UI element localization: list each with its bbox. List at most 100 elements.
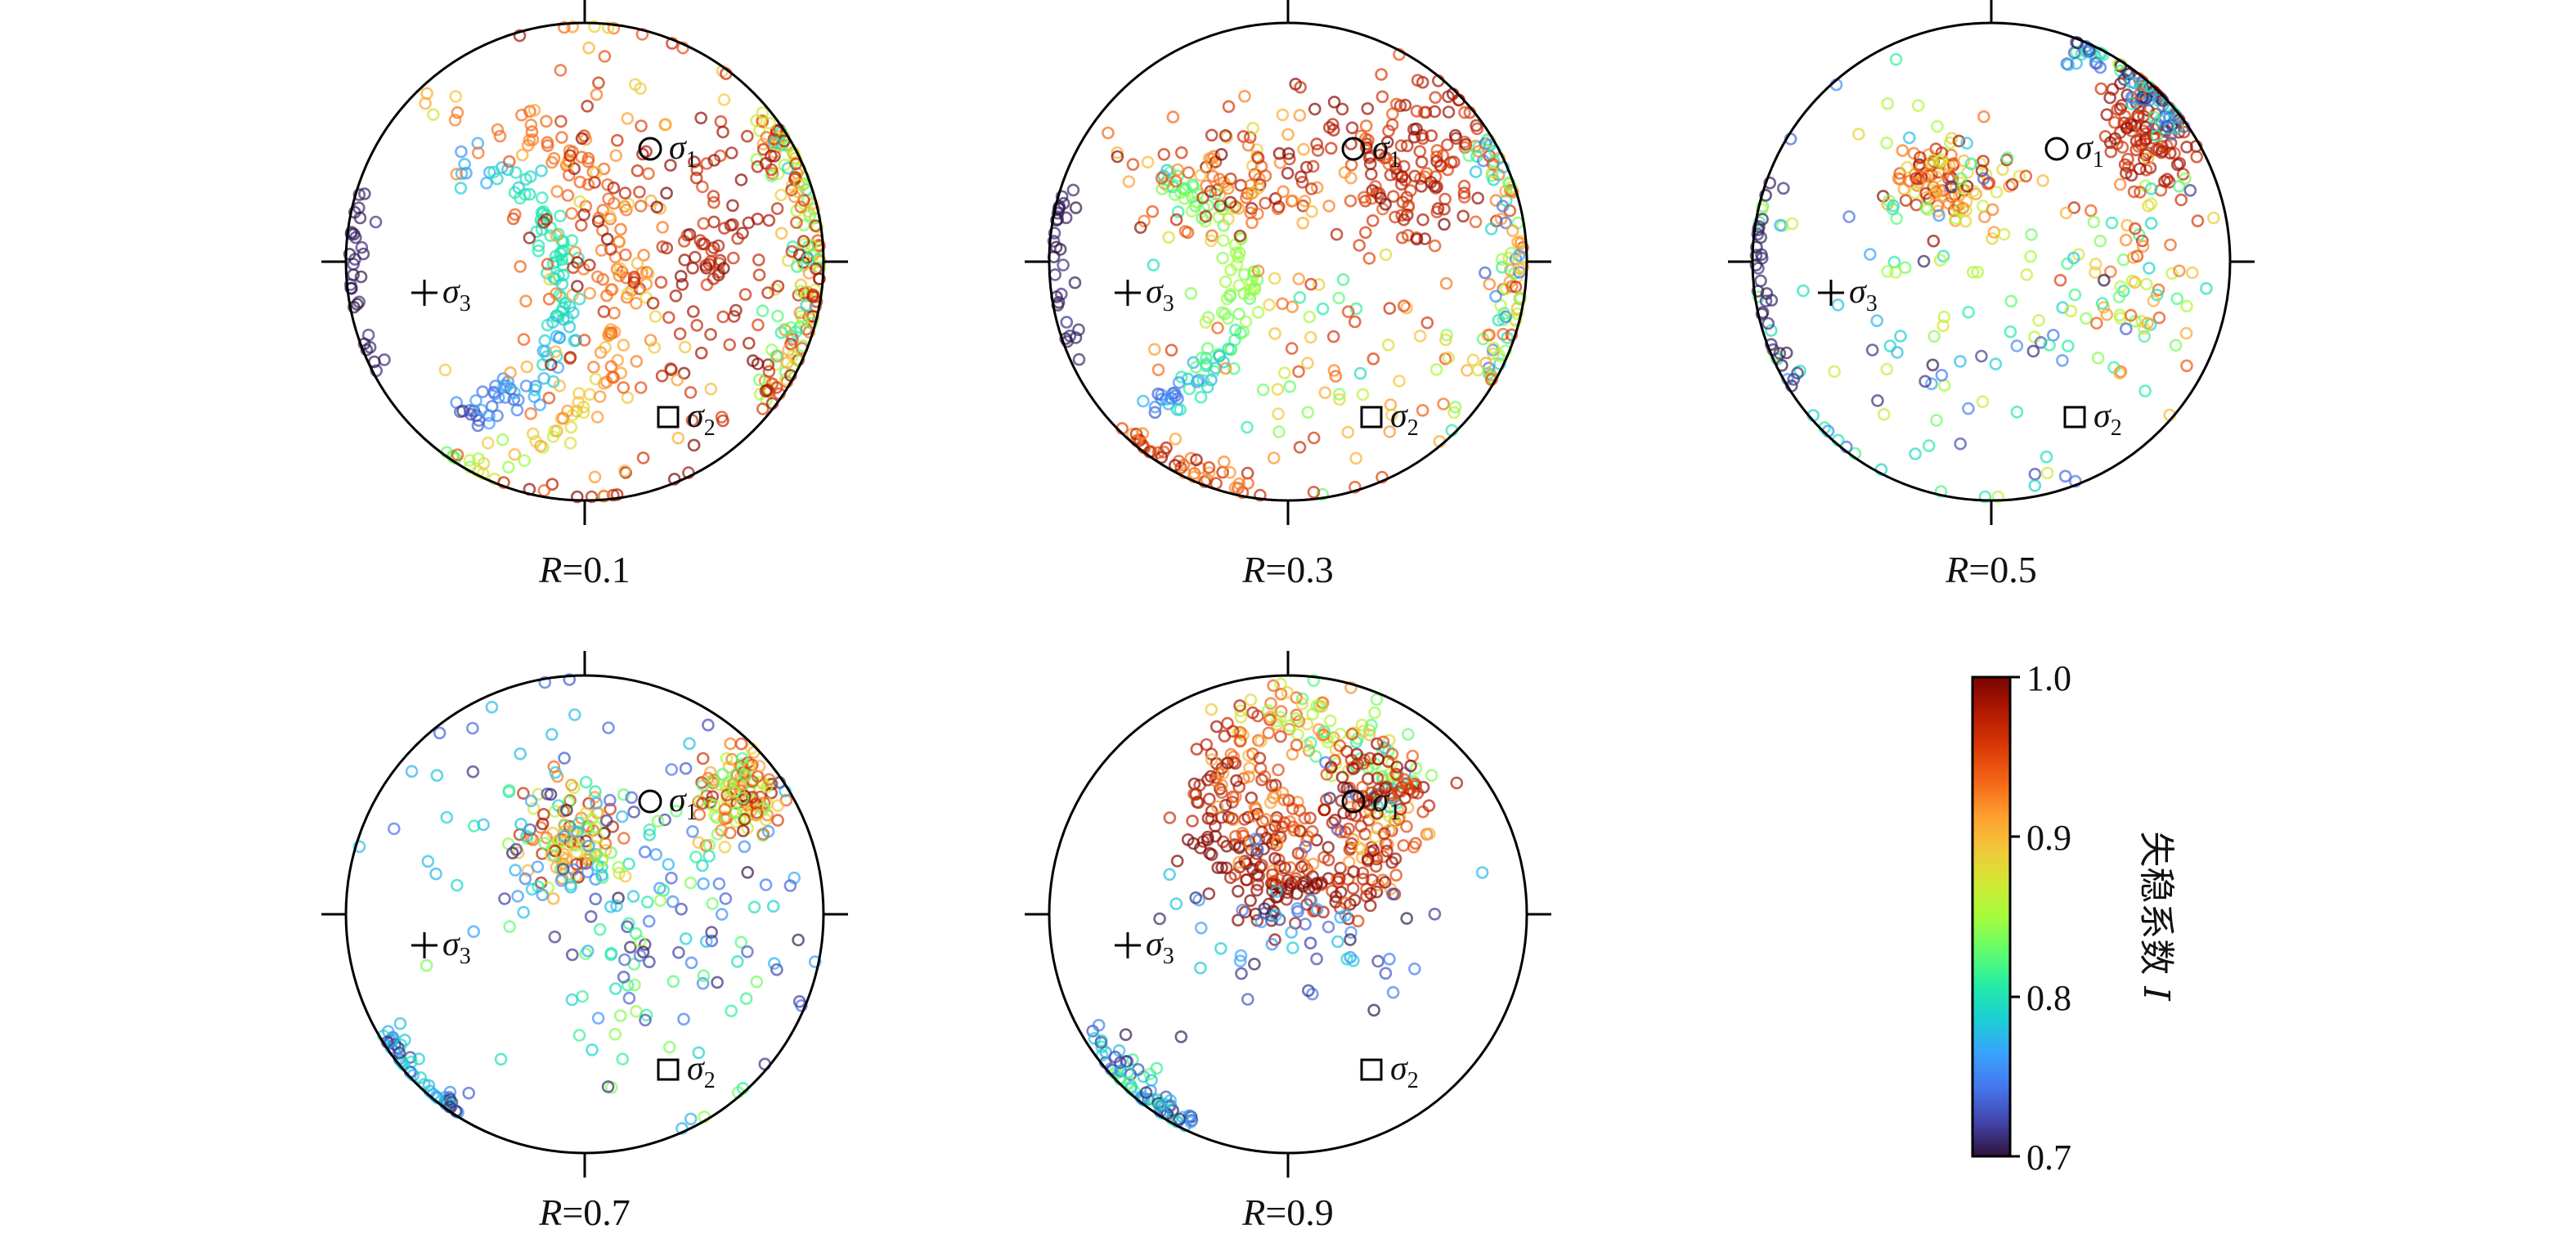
data-point	[636, 147, 649, 161]
data-point	[759, 384, 773, 397]
data-point	[1335, 102, 1349, 116]
data-point	[1430, 205, 1443, 218]
data-point	[515, 148, 529, 162]
data-point	[1238, 855, 1252, 868]
data-point	[1349, 315, 1362, 329]
data-point	[629, 296, 643, 310]
data-point	[1215, 861, 1228, 874]
data-point	[1215, 786, 1228, 799]
data-point	[571, 256, 584, 269]
data-point	[1251, 207, 1264, 221]
data-point	[685, 414, 699, 427]
data-point	[2025, 228, 2038, 241]
data-point	[440, 810, 454, 824]
data-point	[1293, 441, 1307, 454]
data-point	[1069, 201, 1083, 214]
data-point	[1418, 232, 1432, 245]
data-point	[2180, 359, 2193, 373]
data-point	[689, 250, 702, 264]
data-point	[1385, 408, 1398, 422]
data-point	[1124, 1080, 1138, 1093]
data-point	[1251, 843, 1264, 856]
data-point	[1382, 124, 1395, 137]
data-point	[697, 217, 711, 231]
data-point	[1386, 985, 1400, 999]
data-point	[765, 169, 779, 182]
data-point	[527, 104, 541, 117]
data-point	[1233, 699, 1246, 712]
data-point	[506, 846, 519, 859]
data-point	[618, 464, 631, 478]
sigma1-symbol: σ	[669, 782, 688, 819]
data-point	[1347, 954, 1360, 967]
data-point	[1241, 993, 1254, 1006]
data-point	[561, 189, 575, 202]
data-point	[1344, 158, 1358, 172]
data-point	[1319, 756, 1332, 770]
data-point	[550, 424, 563, 438]
data-point	[1944, 180, 1958, 194]
data-point	[1322, 200, 1335, 213]
data-point	[477, 818, 490, 832]
data-point	[704, 328, 717, 341]
data-point	[535, 191, 549, 204]
data-point	[1255, 859, 1268, 872]
panel-label-var: R	[1241, 549, 1265, 590]
data-point	[466, 765, 480, 779]
data-point	[1881, 96, 1895, 110]
data-point	[643, 823, 657, 837]
data-point	[679, 340, 692, 354]
data-point	[802, 325, 816, 339]
data-point	[712, 877, 726, 891]
data-point	[2062, 339, 2075, 352]
data-point	[1254, 734, 1268, 748]
data-point	[573, 195, 586, 209]
data-point	[1413, 330, 1427, 343]
data-point	[1296, 879, 1310, 893]
data-point	[1956, 201, 1970, 215]
data-point	[563, 673, 577, 686]
data-point	[1960, 179, 1974, 193]
data-point	[2170, 292, 2183, 306]
data-point	[608, 306, 621, 320]
data-point	[588, 176, 601, 189]
data-point	[752, 373, 766, 387]
data-point	[1976, 395, 1990, 408]
data-point	[1344, 926, 1358, 940]
data-point	[1353, 239, 1366, 252]
data-point	[1367, 352, 1380, 366]
data-point	[1355, 842, 1368, 856]
data-point	[704, 382, 718, 396]
data-point	[2141, 152, 2155, 165]
sigma1-circle-icon	[638, 137, 662, 161]
data-point	[1921, 203, 1935, 217]
data-point	[1222, 342, 1235, 356]
data-point	[357, 337, 371, 351]
data-point	[2024, 249, 2037, 263]
data-point	[617, 832, 631, 845]
data-point	[1236, 904, 1250, 917]
data-point	[357, 247, 370, 261]
data-point	[583, 388, 596, 402]
data-point	[1361, 852, 1375, 866]
data-point	[1092, 1018, 1106, 1032]
data-point	[1909, 447, 1922, 460]
data-point	[646, 296, 660, 310]
data-point	[1217, 234, 1230, 247]
data-point	[786, 332, 799, 346]
data-point	[667, 473, 681, 486]
data-point	[1108, 1050, 1122, 1064]
data-point	[1196, 374, 1209, 387]
data-point	[1969, 187, 1982, 200]
data-point	[1754, 231, 1768, 245]
scatter-points	[1047, 47, 1530, 502]
data-point	[544, 229, 558, 243]
data-point	[1141, 155, 1155, 169]
panel-r03: σ1 σ2 σ3 R=0.3	[1025, 0, 1551, 590]
data-point	[2032, 314, 2045, 327]
data-point	[617, 788, 631, 801]
data-point	[1379, 967, 1393, 980]
data-point	[537, 216, 550, 229]
data-point	[1207, 365, 1221, 378]
data-point	[1954, 172, 1968, 185]
